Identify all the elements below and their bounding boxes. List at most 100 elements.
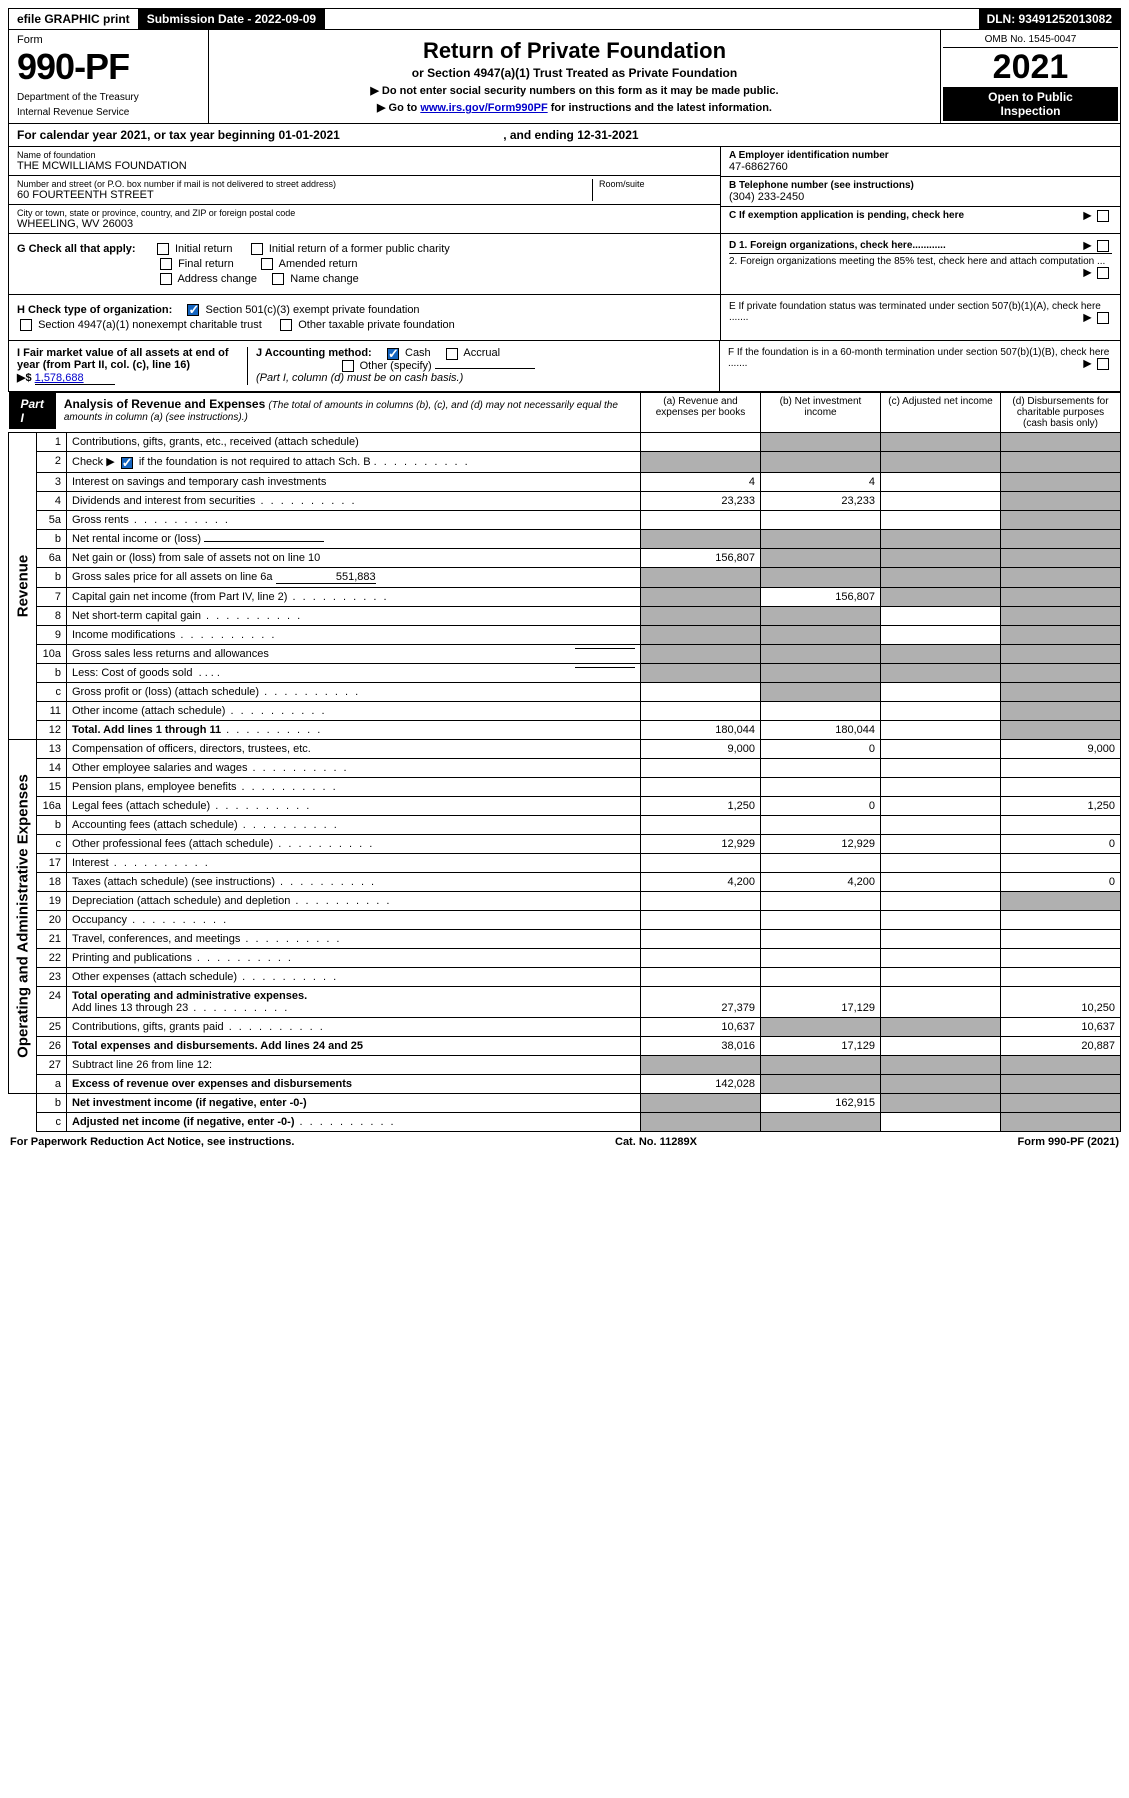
line-10a-num: 10a bbox=[37, 644, 67, 663]
room-label: Room/suite bbox=[599, 179, 712, 189]
page-footer: For Paperwork Reduction Act Notice, see … bbox=[8, 1132, 1121, 1152]
line-18-a: 4,200 bbox=[641, 872, 761, 891]
line-13-desc: Compensation of officers, directors, tru… bbox=[67, 739, 641, 758]
address: 60 FOURTEENTH STREET bbox=[17, 189, 592, 201]
line-12-desc: Total. Add lines 1 through 11 bbox=[67, 720, 641, 739]
line-26-d: 20,887 bbox=[1001, 1036, 1121, 1055]
efile-button[interactable]: efile GRAPHIC print bbox=[9, 9, 139, 29]
fmv-value[interactable]: 1,578,688 bbox=[35, 372, 115, 385]
line-27b-num: b bbox=[37, 1093, 67, 1112]
line-21-desc: Travel, conferences, and meetings bbox=[67, 929, 641, 948]
line-3-b: 4 bbox=[761, 472, 881, 491]
line-27a-a: 142,028 bbox=[641, 1074, 761, 1093]
line-6b-num: b bbox=[37, 567, 67, 587]
initial-return-checkbox[interactable] bbox=[157, 243, 169, 255]
line-17-num: 17 bbox=[37, 853, 67, 872]
line-6b-val: 551,883 bbox=[276, 571, 376, 584]
foundation-name: THE MCWILLIAMS FOUNDATION bbox=[17, 160, 712, 172]
line-6a-num: 6a bbox=[37, 548, 67, 567]
line-12-num: 12 bbox=[37, 720, 67, 739]
form-title: Return of Private Foundation bbox=[217, 38, 932, 64]
other-method-checkbox[interactable] bbox=[342, 360, 354, 372]
4947-checkbox[interactable] bbox=[20, 319, 32, 331]
i-arrow: ▶$ bbox=[17, 372, 32, 384]
part1-label: Part I bbox=[9, 393, 56, 429]
line-10a-desc: Gross sales less returns and allowances bbox=[67, 644, 641, 663]
accrual-checkbox[interactable] bbox=[446, 348, 458, 360]
line-20-num: 20 bbox=[37, 910, 67, 929]
ssn-warning: ▶ Do not enter social security numbers o… bbox=[217, 84, 932, 97]
expenses-vert-label: Operating and Administrative Expenses bbox=[14, 774, 31, 1058]
line-16b-num: b bbox=[37, 815, 67, 834]
line-16a-a: 1,250 bbox=[641, 796, 761, 815]
amended-return-label: Amended return bbox=[279, 258, 358, 270]
line-26-desc: Total expenses and disbursements. Add li… bbox=[67, 1036, 641, 1055]
tax-year: 2021 bbox=[943, 48, 1118, 87]
line-23-desc: Other expenses (attach schedule) bbox=[67, 967, 641, 986]
line-27-num: 27 bbox=[37, 1055, 67, 1074]
line-25-num: 25 bbox=[37, 1017, 67, 1036]
address-change-checkbox[interactable] bbox=[160, 273, 172, 285]
dept-treasury: Department of the Treasury bbox=[17, 92, 200, 103]
final-return-label: Final return bbox=[178, 258, 234, 270]
cash-label: Cash bbox=[405, 347, 431, 359]
line-27-desc: Subtract line 26 from line 12: bbox=[67, 1055, 641, 1074]
line-6b-desc: Gross sales price for all assets on line… bbox=[67, 567, 641, 587]
calendar-year-row: For calendar year 2021, or tax year begi… bbox=[8, 124, 1121, 147]
line-21-num: 21 bbox=[37, 929, 67, 948]
address-label: Number and street (or P.O. box number if… bbox=[17, 179, 592, 189]
line-16a-b: 0 bbox=[761, 796, 881, 815]
address-change-label: Address change bbox=[177, 273, 257, 285]
top-bar: efile GRAPHIC print Submission Date - 20… bbox=[8, 8, 1121, 30]
501c3-checkbox[interactable] bbox=[187, 304, 199, 316]
line-4-a: 23,233 bbox=[641, 491, 761, 510]
initial-former-checkbox[interactable] bbox=[251, 243, 263, 255]
line-16c-a: 12,929 bbox=[641, 834, 761, 853]
line-19-num: 19 bbox=[37, 891, 67, 910]
cash-checkbox[interactable] bbox=[387, 348, 399, 360]
line-22-desc: Printing and publications bbox=[67, 948, 641, 967]
d1-label: D 1. Foreign organizations, check here..… bbox=[729, 240, 946, 251]
line-4-num: 4 bbox=[37, 491, 67, 510]
line-16a-d: 1,250 bbox=[1001, 796, 1121, 815]
line-27b-desc: Net investment income (if negative, ente… bbox=[67, 1093, 641, 1112]
line-8-num: 8 bbox=[37, 606, 67, 625]
form990pf-link[interactable]: www.irs.gov/Form990PF bbox=[420, 102, 547, 114]
open-to-public: Open to PublicInspection bbox=[943, 87, 1118, 121]
line-5b-num: b bbox=[37, 529, 67, 548]
line-16b-desc: Accounting fees (attach schedule) bbox=[67, 815, 641, 834]
line-5a-num: 5a bbox=[37, 510, 67, 529]
line-16c-b: 12,929 bbox=[761, 834, 881, 853]
line-16a-desc: Legal fees (attach schedule) bbox=[67, 796, 641, 815]
name-change-checkbox[interactable] bbox=[272, 273, 284, 285]
line-16c-num: c bbox=[37, 834, 67, 853]
line-6a-a: 156,807 bbox=[641, 548, 761, 567]
line-13-a: 9,000 bbox=[641, 739, 761, 758]
j-label: J Accounting method: bbox=[256, 347, 372, 359]
amended-return-checkbox[interactable] bbox=[261, 258, 273, 270]
other-taxable-checkbox[interactable] bbox=[280, 319, 292, 331]
final-return-checkbox[interactable] bbox=[160, 258, 172, 270]
schb-checkbox[interactable] bbox=[121, 457, 133, 469]
exemption-pending-checkbox[interactable] bbox=[1097, 210, 1109, 222]
line-27a-desc: Excess of revenue over expenses and disb… bbox=[67, 1074, 641, 1093]
line-10c-num: c bbox=[37, 682, 67, 701]
terminated-checkbox[interactable] bbox=[1097, 312, 1109, 324]
line-18-b: 4,200 bbox=[761, 872, 881, 891]
line-5b-desc: Net rental income or (loss) bbox=[67, 529, 641, 548]
line-18-d: 0 bbox=[1001, 872, 1121, 891]
line-25-desc: Contributions, gifts, grants paid bbox=[67, 1017, 641, 1036]
h-label: H Check type of organization: bbox=[17, 304, 172, 316]
other-taxable-label: Other taxable private foundation bbox=[298, 319, 455, 331]
line-7-num: 7 bbox=[37, 587, 67, 606]
60month-checkbox[interactable] bbox=[1097, 358, 1109, 370]
line-14-num: 14 bbox=[37, 758, 67, 777]
line-4-desc: Dividends and interest from securities bbox=[67, 491, 641, 510]
line-23-num: 23 bbox=[37, 967, 67, 986]
line-7-desc: Capital gain net income (from Part IV, l… bbox=[67, 587, 641, 606]
dln: DLN: 93491252013082 bbox=[979, 9, 1120, 29]
foreign-org-checkbox[interactable] bbox=[1097, 240, 1109, 252]
foreign-85-checkbox[interactable] bbox=[1097, 267, 1109, 279]
entity-info: Name of foundation THE MCWILLIAMS FOUNDA… bbox=[8, 147, 1121, 234]
submission-date: Submission Date - 2022-09-09 bbox=[139, 9, 325, 29]
